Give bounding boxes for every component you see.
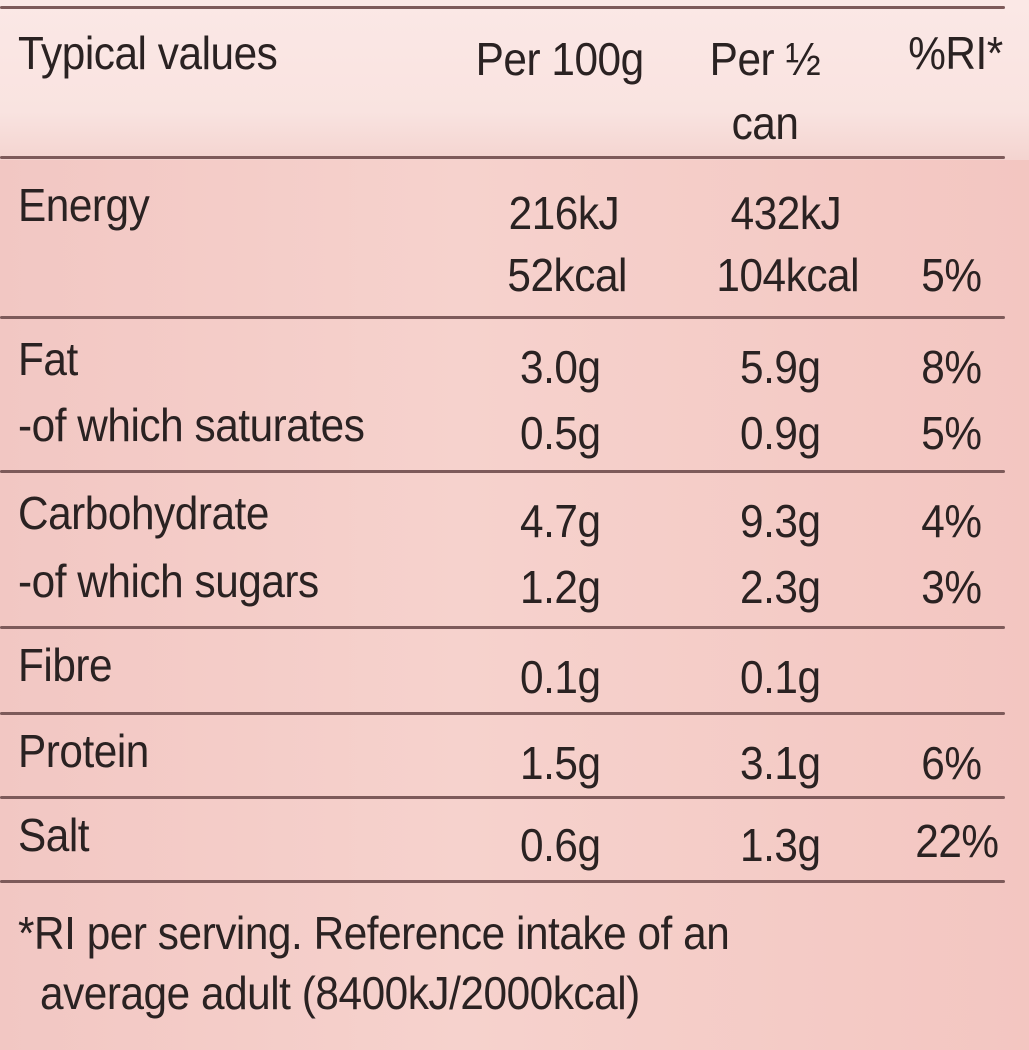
row-energy-label: Energy (18, 179, 150, 231)
row-carbohydrate-label: Carbohydrate (18, 487, 269, 539)
rule-carb (0, 626, 1005, 629)
row-fibre-label: Fibre (18, 639, 113, 691)
header-band (0, 0, 1029, 160)
row-protein-label: Protein (18, 725, 149, 777)
row-carbohydrate-per100: 4.7g (520, 495, 601, 547)
row-fibre-per100: 0.1g (520, 651, 601, 703)
row-salt-per100: 0.6g (520, 819, 601, 871)
row-protein-ri: 6% (920, 737, 982, 789)
row-fat-per100: 3.0g (520, 341, 601, 393)
header-per-100g: Per 100g (475, 33, 645, 85)
row-sugars-per100: 1.2g (520, 561, 601, 613)
row-energy-per100-kj: 216kJ (508, 187, 619, 239)
row-carbohydrate-half: 9.3g (740, 495, 821, 547)
rule-salt (0, 880, 1005, 883)
footnote-line-2: average adult (8400kJ/2000kcal) (40, 967, 640, 1019)
row-salt-half: 1.3g (740, 819, 821, 871)
row-salt-ri: 22% (915, 815, 1000, 867)
row-fat-ri: 8% (920, 341, 982, 393)
rule-fat (0, 470, 1005, 473)
row-energy-ri: 5% (920, 249, 982, 301)
rule-fibre (0, 712, 1005, 715)
footnote-line-1: *RI per serving. Reference intake of an (18, 907, 730, 959)
row-saturates-half: 0.9g (740, 407, 821, 459)
row-saturates-ri: 5% (920, 407, 982, 459)
row-fat-half: 5.9g (740, 341, 821, 393)
row-sugars-ri: 3% (920, 561, 982, 613)
row-energy-half-kj: 432kJ (730, 187, 841, 239)
header-per-half-can-2: can (731, 97, 799, 149)
rule-top (0, 6, 1005, 9)
rule-header (0, 156, 1005, 159)
row-energy-half-kcal: 104kcal (716, 249, 859, 301)
row-fat-label: Fat (18, 333, 78, 385)
row-protein-per100: 1.5g (520, 737, 601, 789)
header-typical-values: Typical values (18, 27, 278, 79)
header-ri: %RI* (908, 27, 1003, 79)
row-carbohydrate-ri: 4% (920, 495, 982, 547)
row-salt-label: Salt (18, 809, 90, 861)
row-sugars-half: 2.3g (740, 561, 821, 613)
header-per-half-can-1: Per ½ (709, 33, 821, 85)
row-energy-per100-kcal: 52kcal (507, 249, 627, 301)
row-saturates-label: -of which saturates (18, 399, 365, 451)
row-sugars-label: -of which sugars (18, 555, 319, 607)
rule-energy (0, 316, 1005, 319)
row-fibre-half: 0.1g (740, 651, 821, 703)
row-saturates-per100: 0.5g (520, 407, 601, 459)
row-protein-half: 3.1g (740, 737, 821, 789)
rule-protein (0, 796, 1005, 799)
